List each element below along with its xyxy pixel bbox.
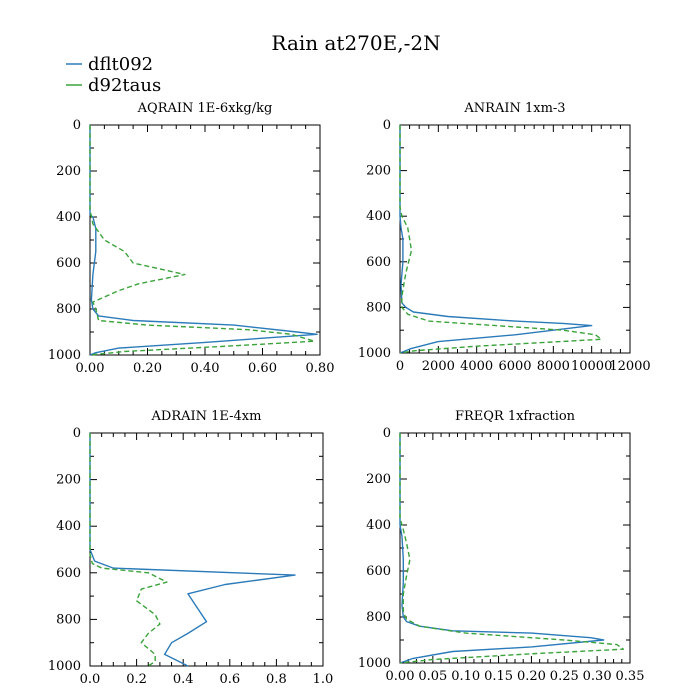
x-tick-label: 8000: [537, 359, 570, 374]
legend-label-d92taus: d92taus: [88, 75, 161, 96]
y-tick-label: 600: [366, 564, 391, 579]
x-tick-label: 6000: [498, 359, 531, 374]
y-tick-label: 400: [56, 519, 81, 534]
x-tick-label: 0.35: [616, 669, 645, 684]
legend-label-dflt092: dflt092: [88, 54, 153, 75]
y-tick-label: 1000: [48, 659, 81, 674]
panel-aqrain: AQRAIN 1E-6xkg/kg 0.00 0.20 0.40 0.60 0.80 0 20…: [48, 101, 335, 376]
x-tick-label: 0.6: [219, 672, 240, 687]
panel-freqr: FREQR 1xfraction 0.00 0.05 0.10 0.15 0.20 0.25…: [358, 409, 645, 684]
y-tick-label: 0: [73, 118, 81, 133]
series-line-d92taus-aqrain: [89, 125, 315, 356]
x-tick-label: 0.8: [266, 672, 287, 687]
main-title: Rain at270E,-2N: [271, 31, 440, 55]
series-line-dflt092-aqrain: [89, 125, 318, 356]
y-tick-label: 0: [73, 426, 81, 441]
x-tick-label: 0.80: [306, 361, 335, 376]
y-tick-label: 600: [366, 255, 391, 270]
x-tick-label: 0.60: [248, 361, 277, 376]
panel-adrain: ADRAIN 1E-4xm 0.0 0.2 0.4 0.6 0.8 1.0 0 200 400 60…: [48, 409, 333, 687]
x-tick-label: 0.00: [386, 669, 415, 684]
x-tick-label: 0.00: [76, 361, 105, 376]
x-tick-label: 0.25: [550, 669, 579, 684]
plot-frame-anrain: [399, 124, 631, 354]
series-line-dflt092-freqr: [399, 433, 605, 664]
x-tick-label: 2000: [422, 359, 455, 374]
y-tick-label: 600: [56, 256, 81, 271]
y-tick-label: 200: [366, 472, 391, 487]
series-line-dflt092-adrain: [89, 433, 296, 667]
series-line-d92taus-anrain: [399, 125, 602, 354]
y-tick-label: 600: [56, 566, 81, 581]
series-line-d92taus-adrain: [89, 433, 168, 667]
panel-title-freqr: FREQR 1xfraction: [455, 409, 576, 424]
series-line-dflt092-anrain: [399, 125, 593, 354]
x-tick-label: 0.15: [484, 669, 513, 684]
x-tick-label: 0.40: [191, 361, 220, 376]
x-tick-label: 0: [396, 359, 404, 374]
legend: dflt092 d92taus: [66, 54, 161, 96]
x-tick-label: 0.20: [133, 361, 162, 376]
y-tick-label: 0: [383, 426, 391, 441]
x-tick-label: 0.10: [451, 669, 480, 684]
x-tick-label: 0.4: [173, 672, 194, 687]
panel-title-aqrain: AQRAIN 1E-6xkg/kg: [137, 101, 273, 116]
x-tick-label: 12000: [609, 359, 650, 374]
x-tick-label: 4000: [460, 359, 493, 374]
x-tick-label: 1.0: [313, 672, 334, 687]
y-tick-label: 800: [56, 302, 81, 317]
y-tick-label: 200: [56, 164, 81, 179]
panel-title-adrain: ADRAIN 1E-4xm: [151, 409, 262, 424]
y-tick-label: 1000: [358, 656, 391, 671]
plot-frame-aqrain: [89, 124, 321, 356]
y-tick-label: 200: [56, 473, 81, 488]
x-tick-label: 0.30: [583, 669, 612, 684]
y-tick-label: 800: [366, 300, 391, 315]
y-tick-label: 800: [366, 610, 391, 625]
panel-title-anrain: ANRAIN 1xm-3: [463, 101, 565, 116]
x-tick-label: 0.0: [80, 672, 101, 687]
plot-frame-adrain: [89, 432, 324, 667]
y-tick-label: 0: [383, 118, 391, 133]
panels: AQRAIN 1E-6xkg/kg0.00 0.20 0.40 0.60 0.80020…: [48, 101, 651, 687]
y-tick-label: 1000: [358, 346, 391, 361]
x-tick-label: 0.05: [418, 669, 447, 684]
x-tick-label: 10000: [571, 359, 612, 374]
y-tick-label: 200: [366, 164, 391, 179]
y-tick-label: 400: [56, 210, 81, 225]
series-line-d92taus-freqr: [399, 433, 625, 664]
y-tick-label: 400: [366, 209, 391, 224]
x-tick-label: 0.2: [126, 672, 147, 687]
y-tick-label: 400: [366, 518, 391, 533]
y-tick-label: 1000: [48, 348, 81, 363]
x-tick-label: 0.20: [517, 669, 546, 684]
y-tick-label: 800: [56, 612, 81, 627]
